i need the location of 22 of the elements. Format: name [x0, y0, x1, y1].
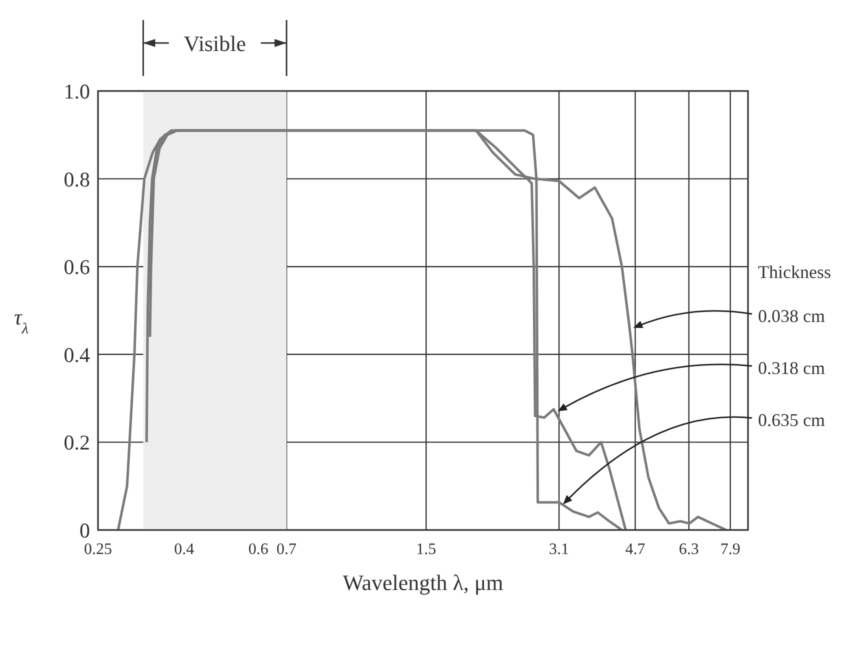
text: 0.318 cm [758, 358, 825, 378]
y-tick-label: 0.2 [64, 430, 90, 455]
x-tick-label: 0.6 [248, 541, 268, 558]
x-tick-label: 6.3 [678, 541, 699, 558]
x-tick-label: 0.25 [84, 541, 112, 558]
text: 0.038 cm [758, 306, 825, 326]
y-axis-title: τ$_{λ}$ [14, 304, 29, 337]
legend-title: Thickness [758, 262, 831, 282]
y-tick-label: 0.6 [64, 255, 90, 280]
x-tick-label: 1.5 [416, 541, 436, 558]
y-tick-label: 0 [80, 518, 90, 542]
x-tick-label: 0.7 [276, 541, 297, 558]
y-tick-label: 0.8 [64, 167, 90, 192]
text: 0.635 cm [758, 410, 825, 430]
x-tick-label: 4.7 [625, 541, 646, 558]
x-axis-title: Wavelength λ, μm [342, 570, 504, 595]
x-tick-label: 7.9 [720, 541, 740, 558]
x-tick-label: 3.1 [549, 541, 570, 558]
band-label: Visible [184, 31, 246, 56]
y-tick-label: 1.0 [64, 79, 90, 104]
x-tick-label: 0.4 [174, 541, 194, 558]
y-tick-label: 0.4 [64, 342, 90, 367]
